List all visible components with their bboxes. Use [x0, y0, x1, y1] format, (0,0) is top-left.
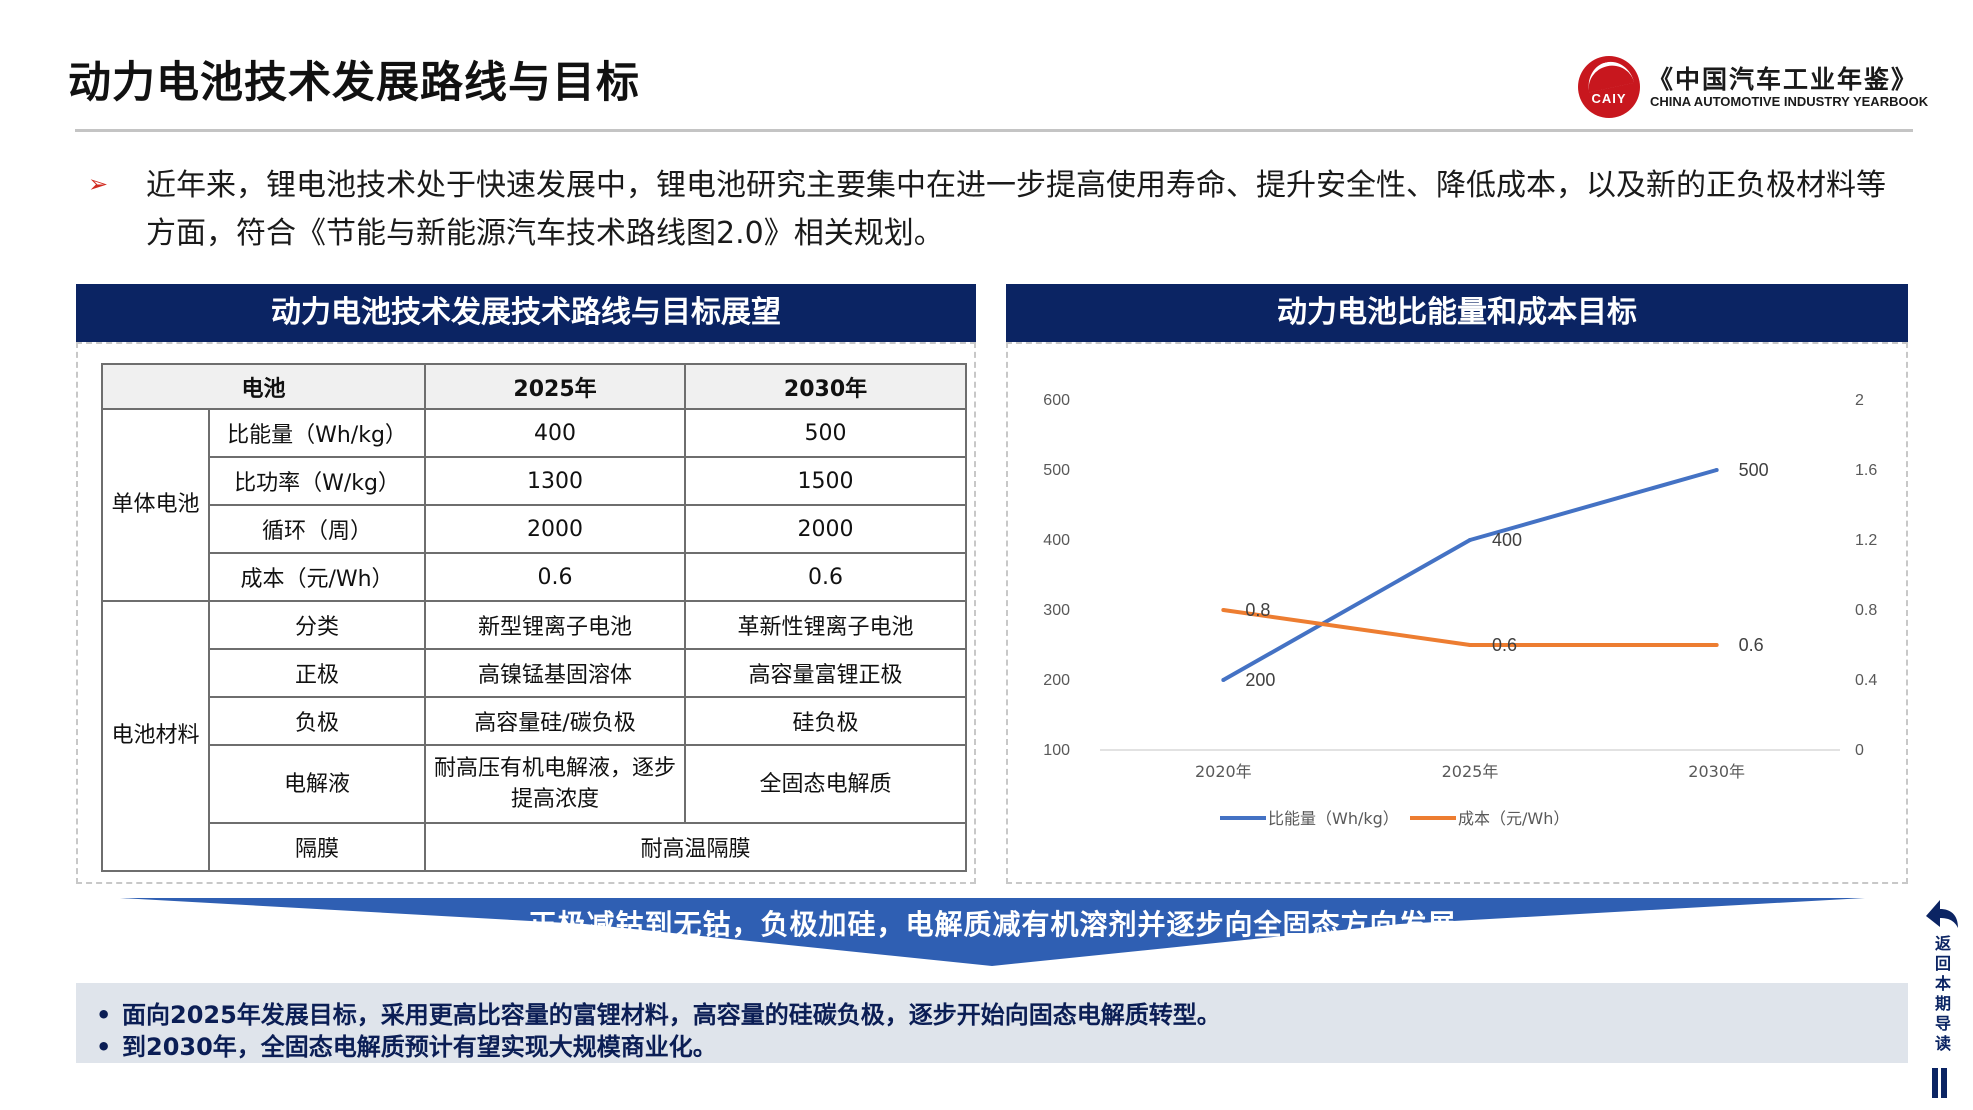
- header-battery: 电池: [100, 363, 427, 410]
- data-point: [1468, 538, 1472, 542]
- banner-text: 正极减钴到无钴，负极加硅，电解质减有机溶剂并逐步向全固态方向发展: [528, 908, 1457, 941]
- x-tick-label: 2025年: [1442, 762, 1499, 781]
- table-row: 电解液 耐高压有机电解液，逐步提高浓度 全固态电解质: [102, 744, 968, 824]
- page-title: 动力电池技术发展路线与目标: [68, 58, 640, 108]
- summary-text-1: 面向2025年发展目标，采用更高比容量的富锂材料，高容量的硅碳负极，逐步开始向固…: [122, 1001, 1221, 1029]
- row-label: 正极: [207, 648, 427, 698]
- cell-2030: 革新性锂离子电池: [684, 600, 968, 650]
- back-label: 返回本期导读: [1934, 934, 1951, 1053]
- cell-2025: 1300: [424, 456, 687, 506]
- y-left-tick-label: 400: [1043, 532, 1070, 549]
- row-label: 负极: [207, 696, 427, 746]
- logo-badge-text: CAIY: [1591, 91, 1627, 106]
- row-label: 比功率（W/kg）: [207, 456, 427, 506]
- table-row: 成本（元/Wh） 0.6 0.6: [102, 552, 968, 602]
- data-label: 200: [1245, 670, 1275, 690]
- y-right-tick-label: 2: [1855, 392, 1864, 409]
- cell-2025: 高镍锰基固溶体: [424, 648, 687, 698]
- back-to-contents-button[interactable]: 返回本期导读: [1918, 890, 1968, 1100]
- summary-line-1: • 面向2025年发展目标，采用更高比容量的富锂材料，高容量的硅碳负极，逐步开始向…: [96, 995, 1221, 1030]
- row-label: 分类: [207, 600, 427, 650]
- cell-2025: 新型锂离子电池: [424, 600, 687, 650]
- cell-2025: 2000: [424, 504, 687, 554]
- cell-2030: 500: [684, 408, 968, 458]
- cell-2025: 高容量硅/碳负极: [424, 696, 687, 746]
- group-cell-material: 电池材料: [101, 600, 210, 872]
- row-label: 成本（元/Wh）: [207, 552, 427, 602]
- data-point: [1714, 643, 1719, 647]
- y-left-tick-label: 500: [1043, 462, 1070, 479]
- back-arrow-icon: [1926, 900, 1958, 928]
- group-cell-single: 单体电池: [101, 408, 210, 602]
- cell-2025: 0.6: [424, 552, 687, 602]
- x-tick-label: 2030年: [1688, 762, 1745, 781]
- data-label: 0.6: [1492, 635, 1517, 655]
- series-line-1: [1222, 468, 1718, 682]
- cell-2030: 硅负极: [684, 696, 968, 746]
- row-label: 电解液: [207, 744, 427, 824]
- y-right-tick-label: 0.4: [1855, 672, 1877, 689]
- y-left-tick-label: 300: [1043, 602, 1070, 619]
- data-label: 0.6: [1739, 635, 1764, 655]
- summary-line-2: • 到2030年，全固态电解质预计有望实现大规模商业化。: [96, 1027, 717, 1062]
- x-tick-label: 2020年: [1195, 762, 1252, 781]
- table-header-row: 电池 2025年 2030年: [100, 363, 968, 410]
- bullet-dot-icon: •: [96, 1033, 112, 1061]
- summary-text-2: 到2030年，全固态电解质预计有望实现大规模商业化。: [122, 1033, 717, 1061]
- data-point: [1221, 608, 1226, 612]
- data-point: [1468, 643, 1472, 647]
- table-row: 隔膜 耐高温隔膜: [102, 822, 968, 872]
- right-panel-title: 动力电池比能量和成本目标: [1006, 284, 1908, 342]
- cell-2030: 高容量富锂正极: [684, 648, 968, 698]
- y-left-tick-label: 100: [1043, 742, 1070, 759]
- caiy-logo: CAIY: [1578, 56, 1640, 118]
- arrow-banner: [120, 898, 1865, 966]
- table-row: 电池材料 分类 新型锂离子电池 革新性锂离子电池: [101, 600, 968, 872]
- legend-label-1: 比能量（Wh/kg）: [1268, 809, 1399, 828]
- energy-cost-chart: 100 200 300 400 500 600 0 0.4 0.8 1.2 1.6 2 2020年 202…: [1043, 392, 1877, 828]
- table-row: 正极 高镍锰基固溶体 高容量富锂正极: [102, 648, 968, 698]
- table-row: 循环（周） 2000 2000: [102, 504, 968, 554]
- y-right-tick-label: 1.2: [1855, 532, 1877, 549]
- data-label: 400: [1492, 530, 1522, 550]
- roadmap-table: 电池 2025年 2030年 单体电池 比能量（Wh/kg） 400 500 比…: [100, 363, 968, 872]
- data-label: 0.8: [1245, 600, 1270, 620]
- bullet-dot-icon: •: [96, 1001, 112, 1029]
- bullet-arrow-icon: ➢: [88, 170, 109, 198]
- table-row: 单体电池 比能量（Wh/kg） 400 500: [101, 408, 968, 602]
- legend-label-2: 成本（元/Wh）: [1458, 809, 1569, 828]
- cell-2025: 耐高压有机电解液，逐步提高浓度: [424, 744, 687, 824]
- logo-arc-icon: [1583, 57, 1635, 93]
- nav-bars-icon: [1932, 1068, 1950, 1102]
- cell-2030: 全固态电解质: [684, 744, 968, 824]
- left-panel-frame: [76, 342, 976, 884]
- data-label: 500: [1739, 460, 1769, 480]
- cell-2025: 400: [424, 408, 687, 458]
- row-label: 循环（周）: [207, 504, 427, 554]
- header-2025: 2025年: [424, 363, 687, 410]
- cell-2030: 0.6: [684, 552, 968, 602]
- header-2030: 2030年: [684, 363, 968, 410]
- intro-paragraph: 近年来，锂电池技术处于快速发展中，锂电池研究主要集中在进一步提高使用寿命、提升安…: [146, 168, 1886, 251]
- table-row: 负极 高容量硅/碳负极 硅负极: [102, 696, 968, 746]
- data-point: [1221, 678, 1226, 682]
- table-row: 比功率（W/kg） 1300 1500: [102, 456, 968, 506]
- logo-english-title: CHINA AUTOMOTIVE INDUSTRY YEARBOOK: [1650, 94, 1929, 109]
- header-divider: [75, 129, 1913, 132]
- cell-2030: 1500: [684, 456, 968, 506]
- y-left-tick-label: 600: [1043, 392, 1070, 409]
- y-right-tick-label: 0.8: [1855, 602, 1877, 619]
- left-panel-title: 动力电池技术发展技术路线与目标展望: [76, 284, 976, 342]
- row-label: 比能量（Wh/kg）: [207, 408, 427, 458]
- y-left-tick-label: 200: [1043, 672, 1070, 689]
- logo-chinese-title: 《中国汽车工业年鉴》: [1648, 65, 1919, 94]
- data-point: [1714, 468, 1719, 472]
- y-right-tick-label: 0: [1855, 742, 1864, 759]
- y-right-tick-label: 1.6: [1855, 462, 1877, 479]
- summary-box: • 面向2025年发展目标，采用更高比容量的富锂材料，高容量的硅碳负极，逐步开始向…: [76, 983, 1908, 1063]
- cell-2030: 2000: [684, 504, 968, 554]
- cell-merged: 耐高温隔膜: [424, 822, 968, 872]
- right-panel-frame: [1006, 342, 1908, 884]
- row-label: 隔膜: [207, 822, 427, 872]
